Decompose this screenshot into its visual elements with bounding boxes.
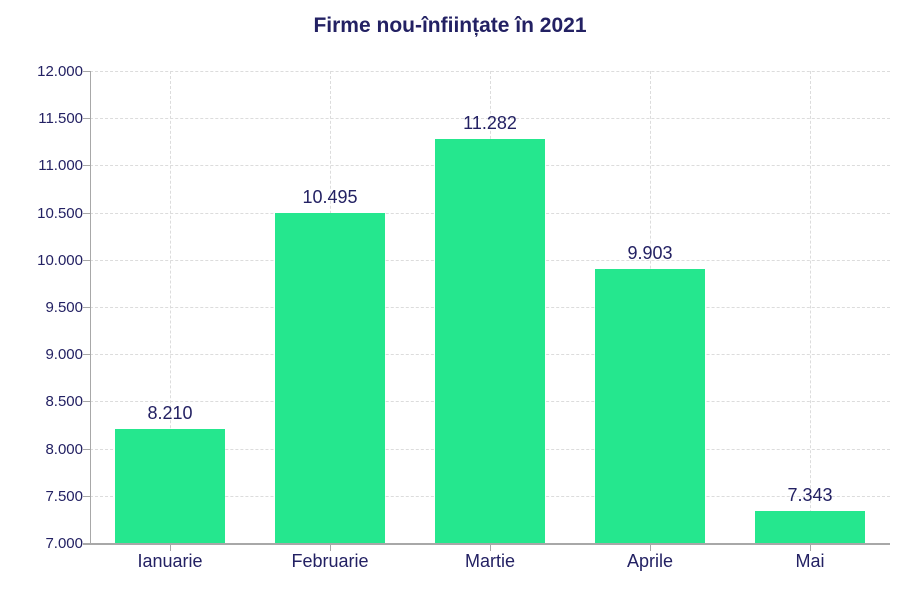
y-axis-tick bbox=[83, 259, 90, 261]
y-tick-label: 8.000 bbox=[45, 440, 83, 458]
y-tick-label: 10.500 bbox=[37, 204, 83, 222]
bar-ianuarie[interactable] bbox=[115, 428, 225, 543]
bar-value-label: 8.210 bbox=[147, 402, 193, 423]
x-axis-line bbox=[83, 543, 890, 545]
y-tick-label: 7.000 bbox=[45, 535, 83, 552]
y-axis-tick bbox=[83, 212, 90, 214]
x-tick-label-februarie: Februarie bbox=[291, 551, 369, 571]
y-axis-line bbox=[90, 71, 91, 543]
x-tick-label-martie: Martie bbox=[464, 551, 515, 571]
y-axis-tick bbox=[83, 448, 90, 450]
x-axis-tick bbox=[810, 545, 811, 551]
x-gridline bbox=[810, 71, 811, 543]
bar-value-label: 10.495 bbox=[302, 187, 358, 208]
y-axis-tick bbox=[83, 354, 90, 356]
x-tick-label-mai: Mai bbox=[795, 551, 825, 571]
y-tick-label: 10.000 bbox=[37, 251, 83, 269]
y-tick-label: 11.000 bbox=[38, 157, 83, 175]
x-axis-tick bbox=[330, 545, 331, 551]
y-tick-label: 9.500 bbox=[45, 299, 83, 316]
y-tick-label: 8.500 bbox=[45, 393, 83, 411]
x-axis-tick bbox=[490, 545, 491, 551]
bar-aprile[interactable] bbox=[595, 268, 705, 543]
x-axis-tick bbox=[170, 545, 171, 551]
plot-area bbox=[90, 71, 890, 543]
bar-martie[interactable] bbox=[435, 138, 545, 543]
x-tick-label-ianuarie: Ianuarie bbox=[137, 551, 203, 571]
y-axis-tick bbox=[83, 307, 90, 308]
y-axis-tick bbox=[83, 543, 90, 544]
bar-februarie[interactable] bbox=[275, 213, 385, 543]
x-gridline bbox=[170, 71, 171, 543]
y-tick-label: 7.500 bbox=[45, 487, 83, 505]
y-axis-tick bbox=[83, 118, 90, 120]
y-axis-tick bbox=[83, 495, 90, 497]
bar-value-label: 9.903 bbox=[627, 242, 673, 263]
bar-mai[interactable] bbox=[755, 510, 865, 543]
y-tick-label: 12.000 bbox=[37, 63, 83, 80]
x-axis-tick bbox=[650, 545, 651, 551]
chart-title: Firme nou-înființate în 2021 bbox=[313, 14, 587, 37]
bar-value-label: 11.282 bbox=[463, 112, 517, 133]
y-tick-label: 11.500 bbox=[38, 110, 83, 128]
y-axis-tick bbox=[83, 71, 90, 72]
y-axis-tick bbox=[83, 401, 90, 403]
y-axis-tick bbox=[83, 165, 90, 167]
bar-value-label: 7.343 bbox=[787, 484, 833, 505]
y-tick-label: 9.000 bbox=[45, 346, 83, 364]
x-tick-label-aprile: Aprile bbox=[626, 551, 674, 571]
